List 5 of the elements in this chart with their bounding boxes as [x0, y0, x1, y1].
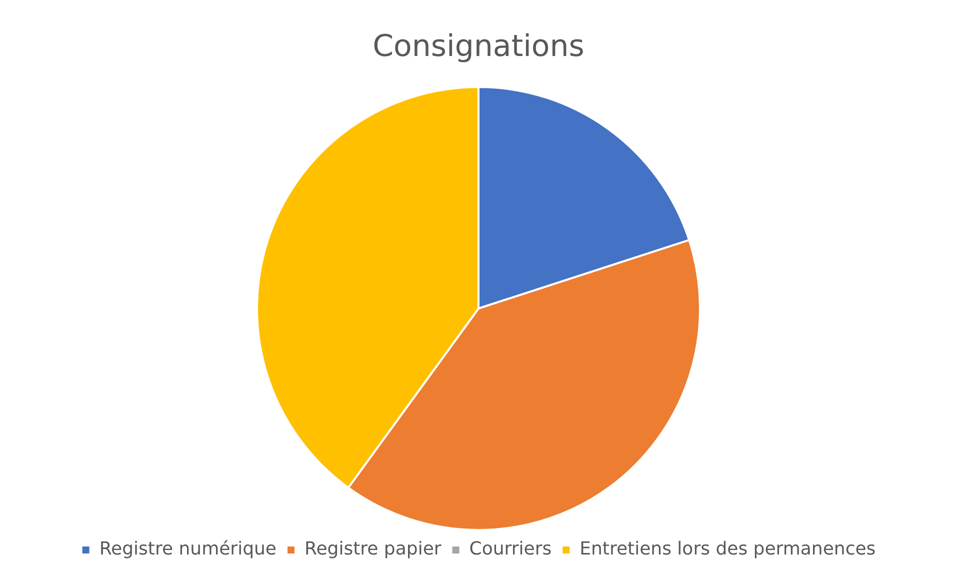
chart-title: Consignations: [372, 28, 584, 64]
legend-label: Entretiens lors des permanences: [580, 538, 876, 560]
legend-label: Courriers: [469, 538, 552, 560]
legend-label: Registre numérique: [99, 538, 276, 560]
legend-label: Registre papier: [304, 538, 442, 560]
